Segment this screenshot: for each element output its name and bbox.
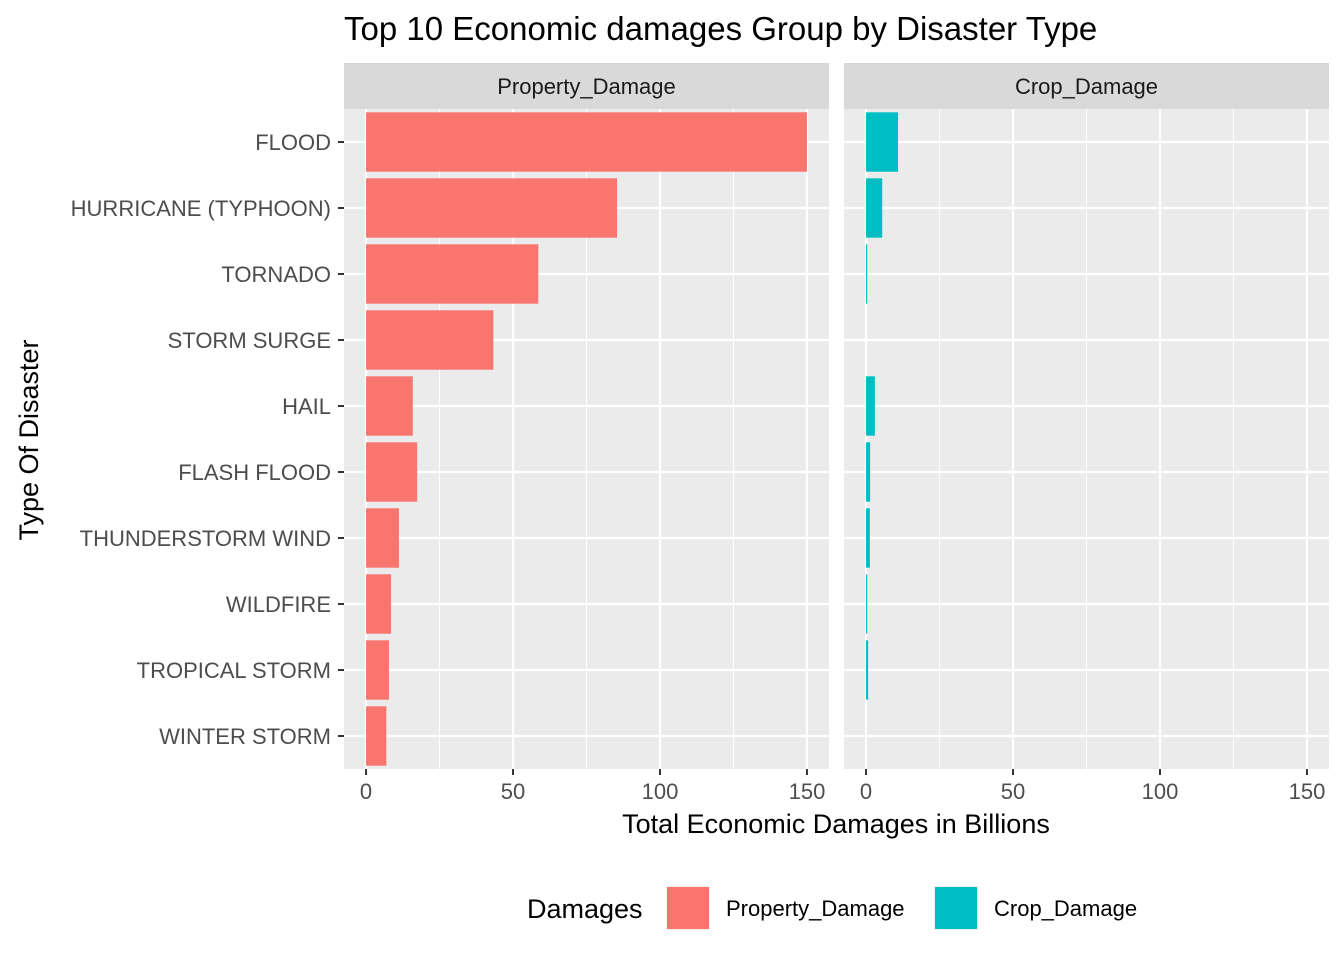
chart-title: Top 10 Economic damages Group by Disaste… (344, 10, 1097, 47)
x-tick-label: 0 (360, 779, 372, 804)
facet-panel: Property_Damage 0 50 100 150 (344, 63, 829, 804)
legend-title: Damages (527, 894, 643, 924)
legend-swatch (667, 887, 709, 929)
facet-strip (844, 63, 1329, 109)
y-tick-label: FLASH FLOOD (178, 460, 331, 485)
bar (866, 574, 868, 634)
bar (366, 112, 807, 172)
y-tick-label: WILDFIRE (226, 592, 331, 617)
bar (366, 310, 494, 370)
y-tick-label: STORM SURGE (168, 328, 331, 353)
x-tick-label: 100 (1142, 779, 1179, 804)
x-axis-title: Total Economic Damages in Billions (622, 809, 1050, 839)
x-tick-label: 100 (642, 779, 679, 804)
bar (366, 508, 399, 568)
x-tick-label: 150 (1289, 779, 1326, 804)
bar (866, 376, 875, 436)
bar (366, 574, 392, 634)
y-axis: FLOOD HURRICANE (TYPHOON) TORNADO STORM SUR… (71, 130, 344, 749)
y-tick-label: WINTER STORM (159, 724, 331, 749)
facet-strip-label: Crop_Damage (1015, 74, 1158, 99)
bar (366, 640, 389, 700)
bar (366, 706, 387, 766)
bar (866, 508, 870, 568)
bar (866, 178, 883, 238)
y-tick-label: HURRICANE (TYPHOON) (71, 196, 331, 221)
bar (366, 376, 413, 436)
y-tick-label: TROPICAL STORM (137, 658, 331, 683)
y-tick-label: TORNADO (221, 262, 331, 287)
facet-strip (344, 63, 829, 109)
bar (866, 442, 871, 502)
facet-panels: Property_Damage 0 50 100 150 Crop_Damage 0 50 10… (344, 63, 1329, 804)
y-tick-label: FLOOD (255, 130, 331, 155)
legend: Damages Property_Damage Crop_Damage (527, 886, 1137, 930)
legend-label: Crop_Damage (994, 896, 1137, 921)
bar (366, 178, 618, 238)
bar (366, 442, 418, 502)
bar (366, 244, 539, 304)
bar (866, 112, 899, 172)
legend-swatch (935, 887, 977, 929)
bar (866, 640, 869, 700)
x-tick-label: 50 (1001, 779, 1025, 804)
x-tick-label: 50 (501, 779, 525, 804)
facet-panel: Crop_Damage 0 50 100 150 (844, 63, 1329, 804)
y-tick-label: THUNDERSTORM WIND (80, 526, 331, 551)
y-tick-label: HAIL (282, 394, 331, 419)
y-axis-title: Type Of Disaster (14, 339, 44, 540)
facet-strip-label: Property_Damage (497, 74, 676, 99)
bar (866, 244, 868, 304)
legend-label: Property_Damage (726, 896, 905, 921)
x-tick-label: 0 (860, 779, 872, 804)
x-tick-label: 150 (789, 779, 826, 804)
